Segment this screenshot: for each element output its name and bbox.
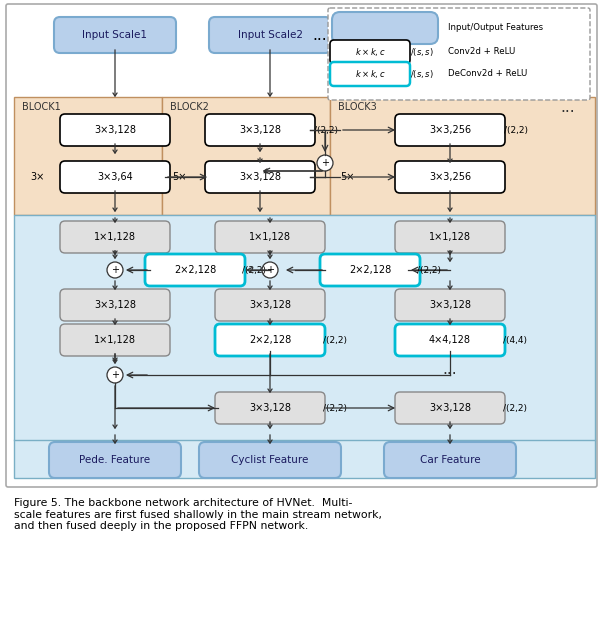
Text: DeConv2d + ReLU: DeConv2d + ReLU: [448, 69, 528, 78]
FancyBboxPatch shape: [215, 324, 325, 356]
Text: /(4,4): /(4,4): [503, 336, 527, 345]
Text: /(2,2): /(2,2): [504, 125, 528, 134]
Text: 3×3,256: 3×3,256: [429, 172, 471, 182]
Text: ...: ...: [560, 99, 575, 114]
Text: 2×2,128: 2×2,128: [174, 265, 216, 275]
Text: 5×: 5×: [340, 172, 355, 182]
Text: 3×3,128: 3×3,128: [94, 300, 136, 310]
Circle shape: [107, 367, 123, 383]
Circle shape: [317, 155, 333, 171]
Text: ...: ...: [443, 363, 457, 378]
Text: Conv2d + ReLU: Conv2d + ReLU: [448, 48, 516, 57]
Text: 3×3,128: 3×3,128: [239, 125, 281, 135]
Text: $/(s,s)$: $/(s,s)$: [410, 46, 434, 58]
FancyBboxPatch shape: [6, 4, 597, 487]
FancyBboxPatch shape: [60, 324, 170, 356]
FancyBboxPatch shape: [395, 161, 505, 193]
Text: 3×3,128: 3×3,128: [239, 172, 281, 182]
Text: 3×3,128: 3×3,128: [429, 300, 471, 310]
Text: $k\times k, c$: $k\times k, c$: [355, 46, 385, 58]
FancyBboxPatch shape: [330, 97, 595, 215]
FancyBboxPatch shape: [162, 97, 330, 215]
Text: Input Scale2: Input Scale2: [238, 30, 303, 40]
FancyBboxPatch shape: [395, 114, 505, 146]
FancyBboxPatch shape: [60, 289, 170, 321]
Text: $/(s,s)$: $/(s,s)$: [410, 68, 434, 80]
Text: BLOCK1: BLOCK1: [22, 102, 61, 112]
Circle shape: [262, 262, 278, 278]
FancyBboxPatch shape: [14, 215, 595, 478]
Text: /(2,2): /(2,2): [417, 265, 441, 275]
Text: 3×3,128: 3×3,128: [249, 300, 291, 310]
FancyBboxPatch shape: [49, 442, 181, 478]
Text: 4×4,128: 4×4,128: [429, 335, 471, 345]
FancyBboxPatch shape: [60, 221, 170, 253]
Text: +: +: [321, 158, 329, 168]
Text: Input/Output Features: Input/Output Features: [448, 24, 543, 32]
FancyBboxPatch shape: [328, 8, 590, 100]
Text: Cyclist Feature: Cyclist Feature: [232, 455, 309, 465]
FancyBboxPatch shape: [332, 12, 438, 44]
Text: +: +: [266, 265, 274, 275]
FancyBboxPatch shape: [384, 442, 516, 478]
Text: /(2,2): /(2,2): [242, 265, 266, 275]
FancyBboxPatch shape: [60, 114, 170, 146]
FancyBboxPatch shape: [395, 392, 505, 424]
FancyBboxPatch shape: [209, 17, 331, 53]
Text: /(2,2): /(2,2): [314, 125, 338, 134]
Text: /(2,2): /(2,2): [503, 403, 527, 413]
Text: 3×3,128: 3×3,128: [249, 403, 291, 413]
Text: BLOCK2: BLOCK2: [170, 102, 209, 112]
Text: 5×: 5×: [172, 172, 186, 182]
FancyBboxPatch shape: [54, 17, 176, 53]
Text: 2×2,128: 2×2,128: [249, 335, 291, 345]
FancyBboxPatch shape: [145, 254, 245, 286]
Text: BLOCK3: BLOCK3: [338, 102, 377, 112]
FancyBboxPatch shape: [60, 161, 170, 193]
Text: Figure 5. The backbone network architecture of HVNet.  Multi-
scale features are: Figure 5. The backbone network architect…: [14, 498, 382, 531]
FancyBboxPatch shape: [215, 392, 325, 424]
FancyBboxPatch shape: [395, 324, 505, 356]
FancyBboxPatch shape: [205, 161, 315, 193]
FancyBboxPatch shape: [395, 221, 505, 253]
FancyBboxPatch shape: [330, 62, 410, 86]
Text: 1×1,128: 1×1,128: [94, 232, 136, 242]
FancyBboxPatch shape: [395, 289, 505, 321]
FancyBboxPatch shape: [215, 221, 325, 253]
Text: 2×2,128: 2×2,128: [349, 265, 391, 275]
Text: Car Feature: Car Feature: [420, 455, 481, 465]
FancyBboxPatch shape: [205, 114, 315, 146]
FancyBboxPatch shape: [320, 254, 420, 286]
Text: $k\times k, c$: $k\times k, c$: [355, 68, 385, 80]
Text: /(2,2): /(2,2): [323, 403, 347, 413]
Text: 3×3,256: 3×3,256: [429, 125, 471, 135]
Text: 3×3,128: 3×3,128: [429, 403, 471, 413]
Circle shape: [107, 262, 123, 278]
FancyBboxPatch shape: [14, 97, 162, 215]
Text: +: +: [111, 265, 119, 275]
FancyBboxPatch shape: [330, 40, 410, 64]
Text: Pede. Feature: Pede. Feature: [80, 455, 151, 465]
Text: 1×1,128: 1×1,128: [94, 335, 136, 345]
Text: Input Scale1: Input Scale1: [83, 30, 148, 40]
Text: 3×3,64: 3×3,64: [97, 172, 133, 182]
Text: +: +: [111, 370, 119, 380]
Text: 3×: 3×: [30, 172, 44, 182]
Text: 3×3,128: 3×3,128: [94, 125, 136, 135]
Text: 1×1,128: 1×1,128: [429, 232, 471, 242]
FancyBboxPatch shape: [215, 289, 325, 321]
FancyBboxPatch shape: [199, 442, 341, 478]
Text: /(2,2): /(2,2): [323, 336, 347, 345]
Text: 1×1,128: 1×1,128: [249, 232, 291, 242]
Text: ...: ...: [312, 27, 327, 43]
